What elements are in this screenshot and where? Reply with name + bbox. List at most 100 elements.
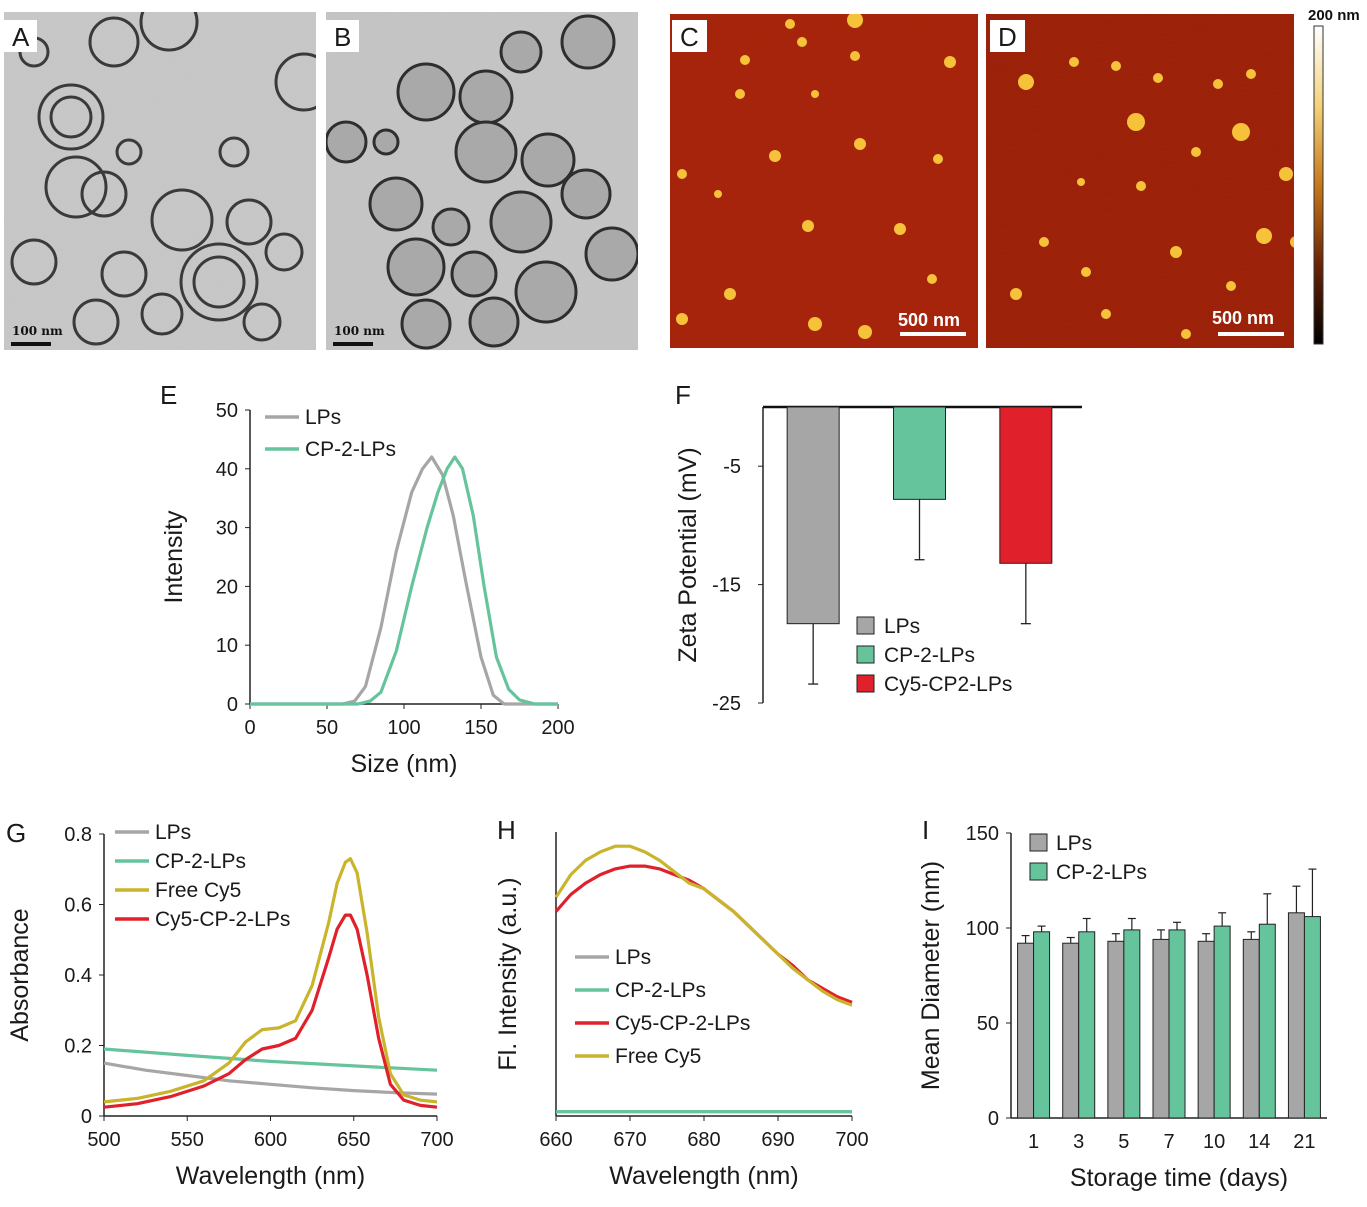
x-tick-label: 150 [464, 717, 497, 739]
bar-lps [1062, 942, 1080, 1119]
series-line-free-cy5 [103, 857, 438, 1104]
x-tick-label: 100 [387, 717, 420, 739]
legend-label: Free Cy5 [155, 879, 241, 902]
y-axis-title: Zeta Potential (mV) [674, 447, 702, 662]
series-line-cy5-cp-2-lps [103, 913, 438, 1109]
legend-label: Cy5-CP-2-LPs [155, 908, 290, 931]
bar-cy5-cp2-lps [999, 406, 1053, 564]
bar-lps [1242, 938, 1260, 1119]
x-tick-label: 600 [254, 1129, 287, 1151]
panel-label-h: H [497, 815, 516, 845]
x-tick-label: 650 [337, 1129, 370, 1151]
y-tick-label: 50 [977, 1013, 999, 1035]
legend-label: Free Cy5 [615, 1045, 701, 1068]
bar-lps [1197, 940, 1215, 1119]
y-tick-label: 0.2 [64, 1036, 92, 1058]
bar-lps [786, 406, 840, 625]
y-tick-label: -5 [723, 456, 741, 478]
x-tick-label: 10 [1203, 1131, 1225, 1153]
legend-label: LPs [155, 821, 191, 844]
series-line-lps [103, 1061, 438, 1096]
legend-swatch [1029, 833, 1048, 852]
x-tick-label: 670 [613, 1129, 646, 1151]
panel-label-f: F [675, 380, 691, 410]
panel-label-a: A [4, 20, 38, 52]
panel-label-b: B [326, 20, 360, 52]
y-tick-label: 50 [216, 400, 238, 422]
x-axis-title: Size (nm) [351, 750, 458, 778]
chart-h-fluorescence: 660 670 680 690 700 Wavelength (nm) Fl. Intens… [494, 832, 869, 1190]
x-tick-label: 50 [316, 717, 338, 739]
panel-label-i: I [922, 815, 930, 845]
y-tick-label: -15 [712, 575, 741, 597]
bar-cp-2-lps [1303, 916, 1321, 1119]
y-axis-title: Fl. Intensity (a.u.) [494, 877, 522, 1070]
legend-label: Cy5-CP-2-LPs [615, 1012, 750, 1035]
x-tick-label: 14 [1248, 1131, 1270, 1153]
cryo-tem-image-b: 100 nm [326, 12, 638, 350]
legend-swatch [856, 645, 875, 664]
y-tick-label: 30 [216, 518, 238, 540]
x-tick-label: 550 [171, 1129, 204, 1151]
legend-label: LPs [1056, 832, 1092, 855]
y-tick-label: 0.8 [64, 824, 92, 846]
y-axis-title: Mean Diameter (nm) [917, 861, 945, 1090]
panel-label-c: C [672, 20, 707, 52]
bar-lps [1152, 938, 1170, 1119]
afm-colorbar: 200 nm [1308, 7, 1360, 345]
chart-e-size-distribution: 0 50 100 150 200 0 10 20 30 40 50 Size (nm) Intensit… [160, 400, 575, 778]
bar-lps [1107, 940, 1125, 1119]
x-tick-label: 700 [420, 1129, 453, 1151]
x-tick-label: 5 [1118, 1131, 1129, 1153]
legend-label: CP-2-LPs [155, 850, 246, 873]
panel-label-e: E [160, 380, 178, 410]
afm-image-d: 500 nm [986, 14, 1294, 348]
y-tick-label: 100 [966, 918, 999, 940]
bar-lps [1017, 942, 1035, 1119]
bar-lps [1287, 912, 1305, 1119]
x-axis-title: Wavelength (nm) [176, 1162, 365, 1190]
x-axis-title: Wavelength (nm) [609, 1162, 798, 1190]
bar-cp-2-lps [893, 406, 946, 500]
series-line-lps [250, 455, 558, 706]
x-tick-label: 0 [244, 717, 255, 739]
bar-cp-2-lps [1033, 931, 1051, 1119]
series-line-free-cy5 [554, 844, 853, 1007]
legend-label: CP-2-LPs [615, 979, 706, 1002]
y-tick-label: 0 [988, 1108, 999, 1130]
legend-label: CP-2-LPs [884, 644, 975, 667]
y-tick-label: 40 [216, 459, 238, 481]
x-tick-label: 690 [761, 1129, 794, 1151]
x-tick-label: 680 [687, 1129, 720, 1151]
legend-label: LPs [615, 946, 651, 969]
series-line-cp-2-lps [103, 1047, 438, 1072]
legend-label: LPs [305, 406, 341, 429]
y-tick-label: 0 [81, 1106, 92, 1128]
scalebar-label-d: 500 nm [1212, 308, 1274, 328]
scalebar-label-b: 100 nm [334, 324, 385, 338]
x-tick-label: 3 [1073, 1131, 1084, 1153]
y-axis-title: Absorbance [6, 908, 34, 1041]
colorbar-max-label: 200 nm [1308, 7, 1360, 24]
legend-label: CP-2-LPs [305, 438, 396, 461]
bar-cp-2-lps [1258, 923, 1276, 1119]
chart-i-stability: 0 50 100 150 Mean Diameter (nm) Storage time … [917, 823, 1327, 1192]
bar-cp-2-lps [1213, 925, 1231, 1119]
y-tick-label: 10 [216, 635, 238, 657]
chart-g-absorbance: 500 550 600 650 700 0 0.2 0.4 0.6 0.8 Wavelength (… [6, 821, 454, 1190]
bar-cp-2-lps [1078, 931, 1096, 1119]
x-tick-label: 1 [1028, 1131, 1039, 1153]
y-tick-label: 0 [227, 694, 238, 716]
y-tick-label: 0.4 [64, 965, 92, 987]
cryo-tem-image-a: 100 nm [4, 12, 316, 350]
scalebar-label-a: 100 nm [12, 324, 63, 338]
legend-swatch [856, 674, 875, 693]
x-tick-label: 660 [539, 1129, 572, 1151]
x-tick-label: 500 [87, 1129, 120, 1151]
x-axis-title: Storage time (days) [1070, 1164, 1288, 1192]
y-tick-label: 0.6 [64, 895, 92, 917]
legend-label: Cy5-CP2-LPs [884, 673, 1012, 696]
chart-f-zeta-potential: -5 -15 -25 Zeta Potential (mV) LPs CP-2-LPs Cy… [674, 405, 1082, 715]
y-tick-label: 150 [966, 823, 999, 845]
x-tick-label: 21 [1293, 1131, 1315, 1153]
